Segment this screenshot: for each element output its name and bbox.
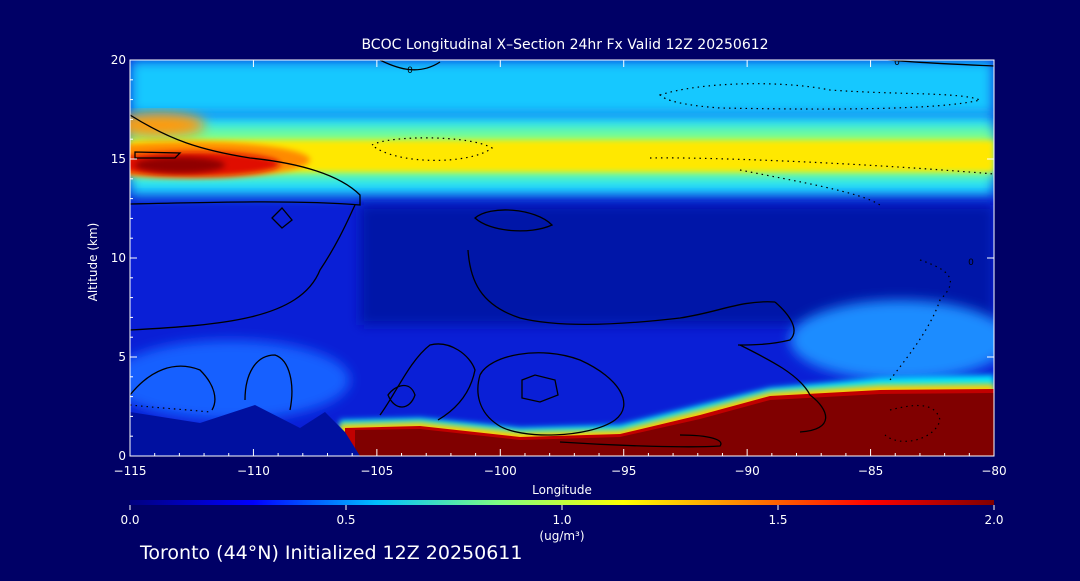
y-tick-label: 15 — [111, 152, 126, 166]
field-low-lightblue-east — [790, 300, 994, 380]
colorbar-units: (ug/m³) — [539, 529, 584, 543]
colorbar-tick-label: 0.0 — [120, 513, 139, 527]
y-tick-label: 20 — [111, 53, 126, 67]
x-tick-label: −110 — [237, 464, 270, 478]
contour-line — [737, 301, 795, 346]
dotted-contour-line — [889, 259, 951, 381]
contour-line — [883, 60, 994, 67]
contour-line — [271, 207, 293, 229]
colorbar: 0.0 0.5 1.0 1.5 2.0 (ug/m³) — [120, 500, 1004, 543]
dotted-contours — [130, 83, 994, 442]
y-axis: 0 5 10 15 20 — [111, 53, 994, 463]
colorbar-tick-label: 1.5 — [768, 513, 787, 527]
field-low-lightblue-west — [130, 340, 350, 420]
contour-line — [130, 365, 216, 411]
contour-line — [474, 209, 554, 232]
x-tick-label: −105 — [360, 464, 393, 478]
x-tick-label: −85 — [858, 464, 883, 478]
contour-line — [379, 343, 476, 421]
terrain — [130, 405, 360, 456]
contour-line — [379, 60, 441, 71]
field-strat-darkred — [135, 157, 225, 173]
contour-label: 0 — [968, 258, 974, 268]
contour-label: 0 — [407, 66, 413, 76]
colorbar-tick-label: 1.0 — [552, 513, 571, 527]
dotted-contour-line — [649, 157, 994, 175]
contour-line — [477, 352, 625, 436]
field-upper-orange-west — [130, 113, 205, 137]
colorbar-tick-label: 0.5 — [336, 513, 355, 527]
contours — [130, 60, 994, 448]
x-tick-label: −80 — [981, 464, 1006, 478]
chart-title: BCOC Longitudinal X–Section 24hr Fx Vali… — [361, 37, 768, 53]
x-tick-label: −100 — [484, 464, 517, 478]
colorbar-tick-label: 2.0 — [984, 513, 1003, 527]
contour-line — [467, 249, 776, 326]
contour-label: 0 — [894, 58, 900, 68]
y-tick-label: 0 — [118, 449, 126, 463]
contour-line — [559, 434, 722, 448]
contour-line — [387, 384, 416, 408]
x-axis-label: Longitude — [532, 483, 592, 497]
plot-area: 0 0 0 — [130, 58, 994, 456]
field-plume-core — [355, 393, 994, 456]
contour-line — [739, 344, 827, 433]
colorbar-ticks: 0.0 0.5 1.0 1.5 2.0 — [120, 505, 1004, 527]
dotted-contour-line — [370, 137, 494, 161]
contour-line — [244, 354, 293, 411]
contour-line — [130, 204, 356, 331]
field-upper-band — [130, 60, 994, 115]
contour-line — [130, 114, 361, 206]
x-tick-label: −90 — [734, 464, 759, 478]
x-tick-label: −95 — [611, 464, 636, 478]
x-tick-label: −115 — [114, 464, 147, 478]
x-axis: −115 −110 −105 −100 −95 −90 −85 −80 — [114, 60, 1007, 478]
y-axis-label: Altitude (km) — [86, 223, 100, 302]
y-tick-label: 10 — [111, 251, 126, 265]
contour-line — [134, 151, 182, 159]
contour-line — [521, 374, 559, 403]
colorbar-fill — [130, 500, 994, 505]
footer-caption: Toronto (44°N) Initialized 12Z 20250611 — [140, 542, 523, 564]
y-tick-label: 5 — [118, 350, 126, 364]
